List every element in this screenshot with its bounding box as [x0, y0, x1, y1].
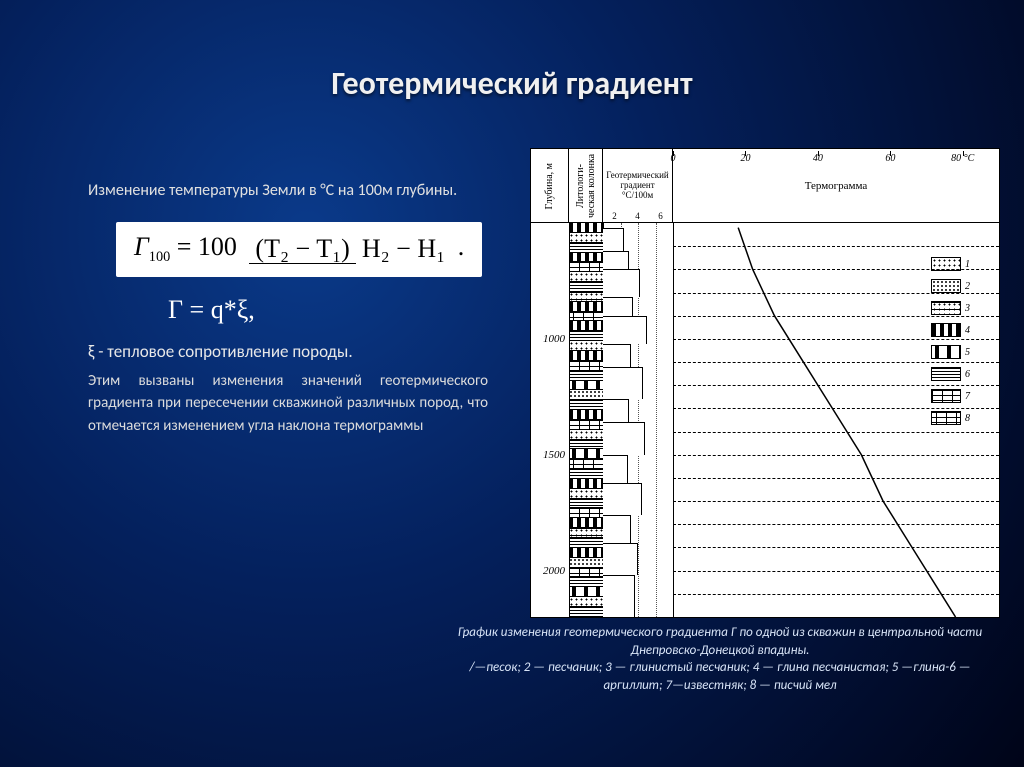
xi-definition: ξ - тепловое сопротивление породы.	[88, 341, 488, 362]
left-column: Изменение температуры Земли в °С на 100м…	[88, 180, 488, 437]
thermogram-chart: 12345678 020406080 °С	[673, 223, 999, 617]
hdr-thermogram: Термограмма	[673, 149, 999, 223]
hdr-gradient: Геотермический градиент °С/100м 246	[603, 149, 673, 223]
diagram-header: Глубина, м Литологи- ческая колонка Геот…	[531, 149, 999, 223]
explanation-text: Этим вызваны изменения значений геотерми…	[88, 370, 488, 438]
formula-fraction: (T₂ − T₁)H₂ − H₁	[249, 234, 451, 264]
intro-text: Изменение температуры Земли в °С на 100м…	[88, 180, 488, 202]
gradient-chart	[603, 223, 673, 617]
diagram-body: 100015002000 12345678 020406080 °С	[531, 223, 999, 617]
diagram-caption: График изменения геотермического градиен…	[440, 624, 1000, 694]
lithology-column	[569, 223, 603, 617]
lithology-legend: 12345678	[931, 257, 991, 433]
formula-main: Г100 = 100 (T₂ − T₁)H₂ − H₁ .	[116, 222, 482, 276]
hdr-depth: Глубина, м	[531, 149, 569, 223]
formula-lhs: Г100	[134, 232, 170, 261]
geothermal-diagram: Глубина, м Литологи- ческая колонка Геот…	[530, 148, 1000, 618]
gradient-tick-labels: 246	[603, 211, 672, 221]
slide-title: Геотермический градиент	[0, 64, 1024, 103]
formula-secondary: Г = q*ξ,	[168, 295, 488, 325]
slide: Геотермический градиент Изменение темпер…	[0, 0, 1024, 767]
hdr-litho: Литологи- ческая колонка	[569, 149, 603, 223]
